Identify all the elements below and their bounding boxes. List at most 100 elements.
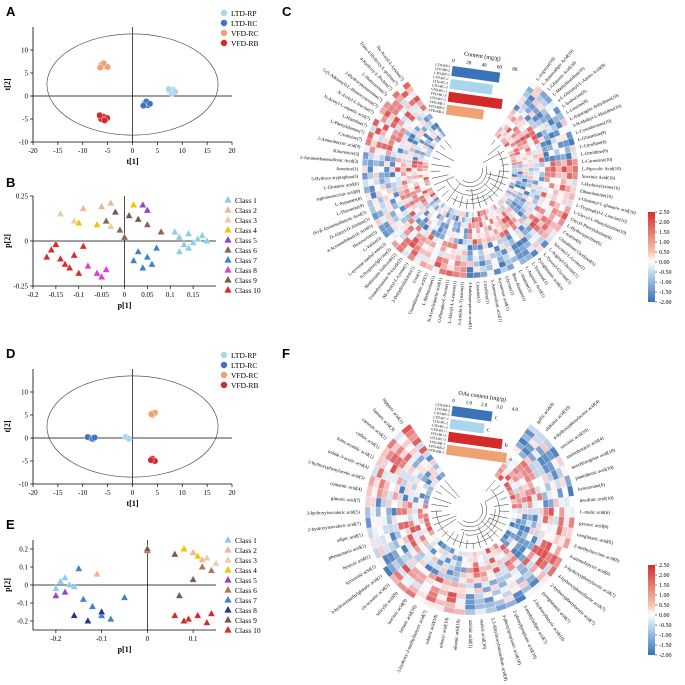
data-point <box>212 559 220 567</box>
colorbar-tick-label: -1.00 <box>659 280 672 286</box>
heatmap-cell <box>411 171 418 176</box>
heatmap-cell <box>394 171 401 178</box>
heatmap-cell <box>400 162 407 168</box>
metabolite-label: oxoglutaric acid(6) <box>576 533 613 546</box>
heatmap-cell <box>550 171 557 179</box>
legend-label: Class 9 <box>235 276 257 285</box>
data-point <box>56 577 65 585</box>
heatmap-cell <box>471 222 476 229</box>
legend-label: Class 9 <box>235 616 257 625</box>
heatmap-cell <box>554 177 562 185</box>
data-point <box>175 247 184 255</box>
legend-label: Class 4 <box>235 226 257 235</box>
x-tick-label: -15 <box>53 147 63 155</box>
heatmap-cell <box>422 508 429 514</box>
dendrogram-branch <box>489 517 507 526</box>
data-point <box>157 227 165 235</box>
heatmap-cell <box>378 172 385 179</box>
x-tick-label: -0.2 <box>27 291 39 299</box>
metabolite-label: L-Carnosine(10) <box>581 157 612 164</box>
dendrogram-branch <box>431 174 449 179</box>
legend-label: Class 2 <box>235 546 257 555</box>
heatmap-cell <box>533 171 540 177</box>
legend-label: LTD-RC <box>231 19 257 28</box>
heatmap-cell <box>373 178 380 186</box>
metabolite-label: Creatine(1) <box>475 282 481 304</box>
heatmap-cell <box>473 587 484 595</box>
heatmap-cell <box>473 572 481 579</box>
heatmap-cell <box>401 500 408 509</box>
inset-bar <box>447 91 503 110</box>
heatmap-cell <box>475 608 487 615</box>
heatmap-cell <box>527 158 534 164</box>
dendrogram-branch <box>487 177 507 186</box>
dendrogram-branch <box>472 543 474 549</box>
inset-row-label: VFD-RB-3 <box>428 448 445 454</box>
dendrogram-arc <box>446 179 487 196</box>
heatmap-cell <box>478 260 487 267</box>
heatmap-cell <box>522 163 529 169</box>
heatmap-cell <box>472 566 480 574</box>
x-axis-label: t[1] <box>127 157 139 166</box>
data-point <box>102 216 111 224</box>
heatmap-cell <box>555 172 562 179</box>
heatmap-cell <box>465 583 475 589</box>
legend-label: LTD-RP <box>231 9 257 18</box>
heatmap-cell <box>466 255 474 262</box>
colorbar-tick-label: 0.50 <box>659 603 670 609</box>
heatmap-cell <box>467 557 473 563</box>
data-point <box>47 245 56 253</box>
heatmap-cell <box>560 172 568 180</box>
y-tick-label: 0 <box>25 93 29 101</box>
heatmap-cell <box>472 249 479 257</box>
inset-bar-letter: a <box>509 456 513 462</box>
heatmap-cell <box>367 172 374 180</box>
heatmap-cell <box>417 513 424 520</box>
legend-label: VFD-RB <box>231 381 259 390</box>
data-point <box>84 261 92 269</box>
x-tick-label: -20 <box>28 489 38 497</box>
heatmap-cell <box>460 566 468 574</box>
heatmap-cell <box>547 498 555 508</box>
dendrogram-branch <box>466 199 468 209</box>
data-point <box>143 206 152 214</box>
heatmap-cell <box>384 177 391 184</box>
dendrogram-branch <box>477 526 488 546</box>
panel-letter-a: A <box>6 4 16 19</box>
x-tick-label: -20 <box>28 147 38 155</box>
inset-row-label: VFD-RC-2 <box>430 92 447 98</box>
y-tick-label: -0.25 <box>13 283 28 291</box>
heatmap-cell <box>522 508 528 515</box>
dendrogram-branch <box>459 196 463 208</box>
metabolite-label: 3-Amido-L-Tyrosine(1) <box>457 281 465 326</box>
metabolite-label: 2-Aminoethanesulfonic Acid(3) <box>300 155 359 164</box>
legend-marker <box>224 206 232 213</box>
metabolite-label: 2-hydroxybutyric acid(10) <box>531 598 565 643</box>
heatmap-cell <box>479 270 488 278</box>
heatmap-cell <box>555 160 562 167</box>
heatmap-cell <box>375 507 382 518</box>
colorbar-tick-label: -1.50 <box>659 290 672 296</box>
heatmap-cell <box>367 159 374 167</box>
heatmap-cell <box>401 507 408 516</box>
legend-marker <box>224 196 232 203</box>
dendrogram-branch <box>444 140 452 148</box>
metabolite-label: adipic acid(1) <box>337 533 364 544</box>
heatmap-cell <box>471 217 476 224</box>
data-point <box>146 100 154 108</box>
heatmap-cell <box>445 269 454 277</box>
heatmap-cell <box>455 598 466 605</box>
heatmap-cell <box>538 157 545 163</box>
heatmap-cell <box>558 497 565 508</box>
metabolite-label: sebacic acid(10) <box>439 617 450 649</box>
legend-label: Class 3 <box>235 556 257 565</box>
panel-letter-e: E <box>6 517 15 532</box>
data-point <box>175 591 184 599</box>
heatmap-cell <box>472 556 479 563</box>
heatmap-cell <box>517 164 524 169</box>
dendrogram-branch <box>437 185 446 192</box>
data-point <box>93 569 101 577</box>
data-point <box>52 584 60 592</box>
panel-letter-d: D <box>6 346 16 361</box>
legend-marker <box>224 576 232 583</box>
